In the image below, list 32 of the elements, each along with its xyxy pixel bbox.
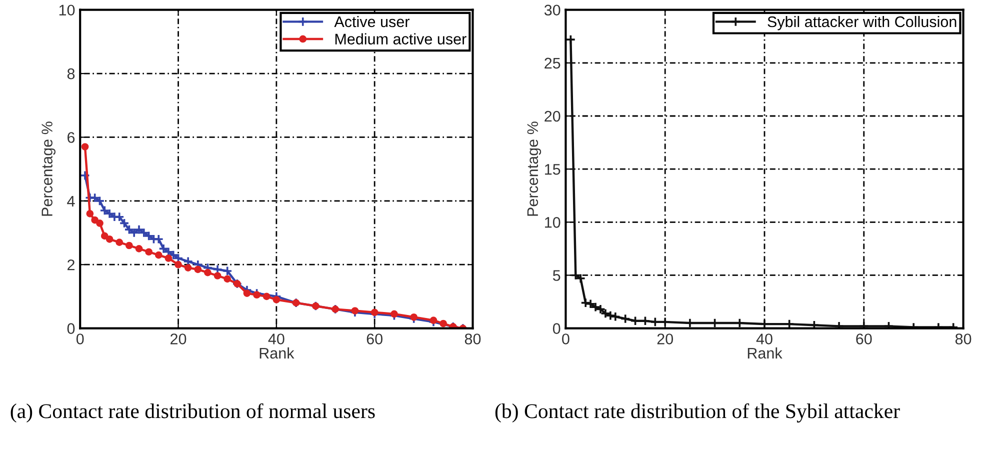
y-tick-label: 30 bbox=[544, 4, 560, 16]
y-tick-label: 8 bbox=[67, 68, 75, 80]
x-tick-label: 80 bbox=[464, 334, 481, 344]
x-tick-label: 40 bbox=[756, 334, 772, 344]
y-tick-label: 0 bbox=[67, 323, 75, 334]
x-tick-label: 0 bbox=[76, 334, 84, 344]
x-tick-label: 20 bbox=[170, 334, 186, 344]
y-tick-label: 10 bbox=[545, 217, 560, 228]
legend-label: Medium active user bbox=[335, 33, 466, 44]
text: (a) Contact rate distribution of normal users bbox=[10, 403, 375, 422]
x-tick-label: 0 bbox=[562, 334, 570, 344]
x-tick-label: 60 bbox=[856, 334, 872, 344]
y-axis-title: Percentage % bbox=[42, 122, 56, 216]
x-tick-label: 60 bbox=[366, 334, 382, 344]
y-tick-label: 15 bbox=[545, 164, 560, 175]
y-tick-label: 10 bbox=[59, 4, 75, 16]
x-tick-label: 80 bbox=[955, 334, 972, 344]
y-tick-label: 0 bbox=[552, 323, 560, 334]
text: (b) Contact rate distribution of the Sybil attacker bbox=[495, 403, 900, 423]
y-tick-label: 6 bbox=[68, 132, 75, 143]
y-tick-label: 2 bbox=[68, 259, 74, 270]
x-tick-label: 40 bbox=[268, 334, 284, 344]
x-tick-label: 20 bbox=[657, 334, 674, 344]
x-axis-title: Rank bbox=[260, 347, 294, 359]
y-tick-label: 5 bbox=[552, 270, 560, 281]
y-axis-title: Percentage % bbox=[527, 122, 542, 216]
legend-label: Sybil attacker with Collusion bbox=[768, 16, 956, 30]
y-tick-label: 20 bbox=[544, 110, 560, 122]
y-tick-label: 25 bbox=[544, 58, 560, 69]
x-axis-title: Rank bbox=[748, 347, 782, 359]
legend-label: Active user bbox=[334, 16, 410, 28]
y-tick-label: 4 bbox=[67, 196, 75, 206]
